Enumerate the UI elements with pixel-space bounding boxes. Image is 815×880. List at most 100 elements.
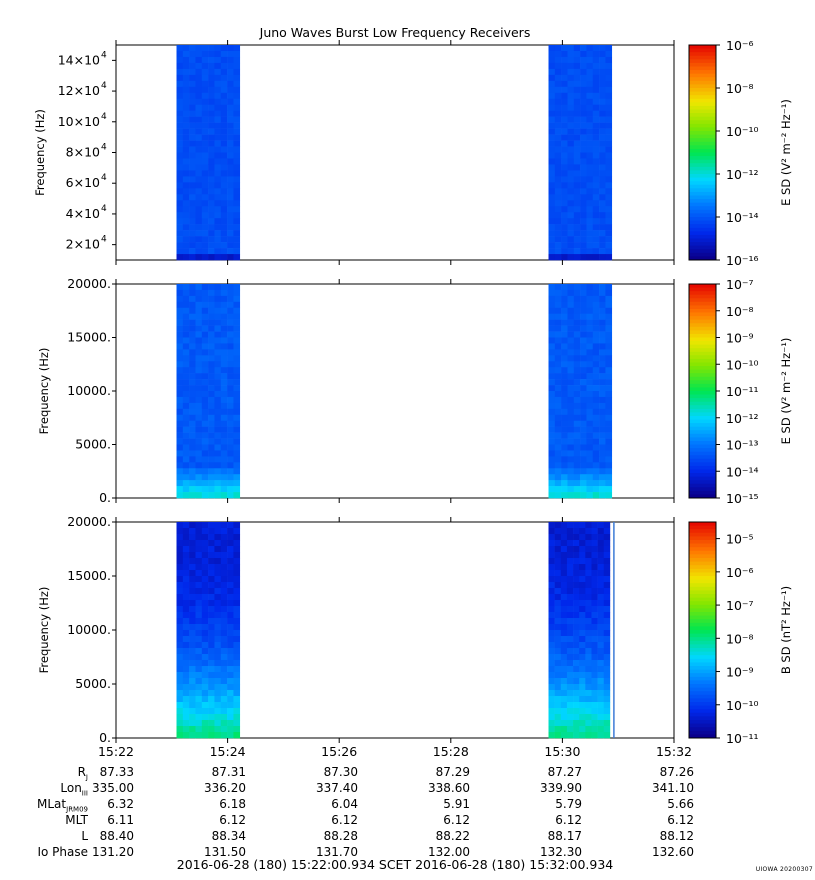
ephemeris-value: 87.31 bbox=[211, 765, 246, 779]
panel-2-ytick-label: 20000. bbox=[67, 276, 111, 291]
panel-2-ytick-label: 15000. bbox=[67, 330, 111, 345]
figure-title: Juno Waves Burst Low Frequency Receivers bbox=[259, 25, 531, 40]
panel-3-colorbar-tick: 10⁻⁵ bbox=[726, 532, 754, 547]
panel-2-colorbar-tick: 10⁻⁹ bbox=[726, 331, 754, 346]
panel-3-ytick-label: 10000. bbox=[67, 622, 111, 637]
panel-1-ytick-label: 12×10 bbox=[58, 83, 100, 98]
ephemeris-value: 6.12 bbox=[667, 813, 694, 827]
panel-1-colorbar-tick: 10⁻⁸ bbox=[726, 81, 754, 96]
ephemeris-value: 6.12 bbox=[219, 813, 246, 827]
xtick-label: 15:26 bbox=[321, 744, 357, 759]
panel-3-ylabel: Frequency (Hz) bbox=[37, 587, 51, 674]
panel-2-colorbar-tick: 10⁻¹⁵ bbox=[726, 491, 759, 506]
panel-1-ytick-exponent: 4 bbox=[101, 50, 107, 60]
ephemeris-value: 132.00 bbox=[428, 845, 470, 859]
ephemeris-value: 6.04 bbox=[331, 797, 358, 811]
panel-1-ytick-label: 6×10 bbox=[66, 175, 100, 190]
panel-1-colorbar-tick: 10⁻¹⁶ bbox=[726, 253, 759, 268]
panel-2-colorbar bbox=[688, 283, 720, 499]
panel-1-ytick-exponent: 4 bbox=[101, 173, 107, 183]
panel-1-ytick-label: 2×10 bbox=[66, 237, 100, 252]
ephemeris-value: 335.00 bbox=[92, 781, 134, 795]
panel-2-ytick-label: 5000. bbox=[75, 437, 111, 452]
ephemeris-value: 88.17 bbox=[547, 829, 582, 843]
panel-2-colorbar-tick: 10⁻⁷ bbox=[726, 277, 754, 292]
ephemeris-value: 336.20 bbox=[204, 781, 246, 795]
ephemeris-value: 6.12 bbox=[331, 813, 358, 827]
ephemeris-value: 5.91 bbox=[443, 797, 470, 811]
panel-2-ytick-label: 0. bbox=[99, 490, 111, 505]
ephemeris-label-subscript: JRM09 bbox=[66, 805, 88, 814]
ephemeris-value: 6.18 bbox=[219, 797, 246, 811]
panel-3-ytick-label: 5000. bbox=[75, 676, 111, 691]
panel-1-colorbar-label: E SD (V² m⁻² Hz⁻¹) bbox=[779, 99, 793, 206]
panel-3-ytick-label: 0. bbox=[99, 730, 111, 745]
panel-2-colorbar-tick: 10⁻¹⁴ bbox=[726, 464, 759, 479]
ephemeris-value: 131.70 bbox=[316, 845, 358, 859]
panel-2-colorbar-tick: 10⁻¹² bbox=[726, 411, 759, 426]
panel-3-colorbar-tick: 10⁻⁶ bbox=[726, 565, 754, 580]
panel-1-colorbar-tick: 10⁻¹² bbox=[726, 167, 759, 182]
ephemeris-value: 87.30 bbox=[323, 765, 358, 779]
ephemeris-label: MLatJRM09 bbox=[37, 797, 88, 814]
panel-3-colorbar bbox=[688, 521, 720, 739]
panel-3-colorbar-tick: 10⁻⁸ bbox=[726, 631, 754, 646]
ephemeris-value: 338.60 bbox=[428, 781, 470, 795]
panel-1-ytick-label: 8×10 bbox=[66, 145, 100, 160]
ephemeris-value: 339.90 bbox=[540, 781, 582, 795]
panel-1-ytick-exponent: 4 bbox=[101, 81, 107, 91]
panel-3-ytick-label: 20000. bbox=[67, 514, 111, 529]
ephemeris-label-subscript: III bbox=[81, 789, 88, 798]
panel-1-ytick-label: 10×10 bbox=[58, 114, 100, 129]
ephemeris-value: 131.20 bbox=[92, 845, 134, 859]
panel-1-ytick-exponent: 4 bbox=[101, 112, 107, 122]
ephemeris-label: RJ bbox=[77, 765, 88, 782]
panel-3-colorbar-label: B SD (nT² Hz⁻¹) bbox=[779, 586, 793, 674]
panel-1-ytick-exponent: 4 bbox=[101, 204, 107, 214]
xtick-label: 15:30 bbox=[544, 744, 580, 759]
ephemeris-value: 5.79 bbox=[555, 797, 582, 811]
ephemeris-label: L bbox=[81, 829, 88, 843]
ephemeris-value: 337.40 bbox=[316, 781, 358, 795]
ephemeris-value: 6.32 bbox=[107, 797, 134, 811]
panel-2-data-block-2 bbox=[548, 284, 613, 499]
ephemeris-value: 88.28 bbox=[323, 829, 358, 843]
panel-2-colorbar-tick: 10⁻¹³ bbox=[726, 438, 759, 453]
panel-1-ytick-label: 4×10 bbox=[66, 206, 100, 221]
ephemeris-value: 87.27 bbox=[547, 765, 582, 779]
panel-3-colorbar-tick: 10⁻¹¹ bbox=[726, 731, 759, 746]
ephemeris-label: MLT bbox=[65, 813, 88, 827]
ephemeris-value: 88.34 bbox=[211, 829, 246, 843]
ephemeris-value: 87.33 bbox=[99, 765, 134, 779]
panel-3-colorbar-tick: 10⁻⁹ bbox=[726, 665, 754, 680]
panel-3-colorbar-tick: 10⁻⁷ bbox=[726, 598, 754, 613]
panel-1-ytick-exponent: 4 bbox=[101, 143, 107, 153]
panel-3-data-block-2 bbox=[548, 522, 611, 739]
panel-2-colorbar-label: E SD (V² m⁻² Hz⁻¹) bbox=[779, 338, 793, 445]
panel-1-data-block-1 bbox=[176, 45, 241, 261]
panel-2-colorbar-tick: 10⁻⁸ bbox=[726, 304, 754, 319]
ephemeris-label: Io Phase bbox=[37, 845, 88, 859]
panel-2-ylabel: Frequency (Hz) bbox=[37, 348, 51, 435]
ephemeris-label: LonIII bbox=[60, 781, 88, 798]
panel-1-ytick-exponent: 4 bbox=[101, 235, 107, 245]
panel-1-ylabel: Frequency (Hz) bbox=[33, 109, 47, 196]
panel-1-colorbar-tick: 10⁻¹⁰ bbox=[726, 124, 759, 139]
ephemeris-value: 88.40 bbox=[99, 829, 134, 843]
ephemeris-value: 87.29 bbox=[435, 765, 470, 779]
ephemeris-value: 88.22 bbox=[435, 829, 470, 843]
version-stamp: UIOWA 20200307 bbox=[755, 866, 813, 873]
time-range-footer: 2016-06-28 (180) 15:22:00.934 SCET 2016-… bbox=[176, 857, 614, 872]
panel-1-colorbar bbox=[688, 44, 720, 261]
xtick-label: 15:24 bbox=[210, 744, 246, 759]
panel-2-ytick-label: 10000. bbox=[67, 383, 111, 398]
ephemeris-value: 6.11 bbox=[107, 813, 134, 827]
panel-2-colorbar-tick: 10⁻¹¹ bbox=[726, 384, 759, 399]
ephemeris-value: 5.66 bbox=[667, 797, 694, 811]
ephemeris-value: 341.10 bbox=[652, 781, 694, 795]
ephemeris-value: 131.50 bbox=[204, 845, 246, 859]
panel-1-ytick-label: 14×10 bbox=[58, 52, 100, 67]
ephemeris-value: 87.26 bbox=[659, 765, 694, 779]
ephemeris-value: 132.30 bbox=[540, 845, 582, 859]
